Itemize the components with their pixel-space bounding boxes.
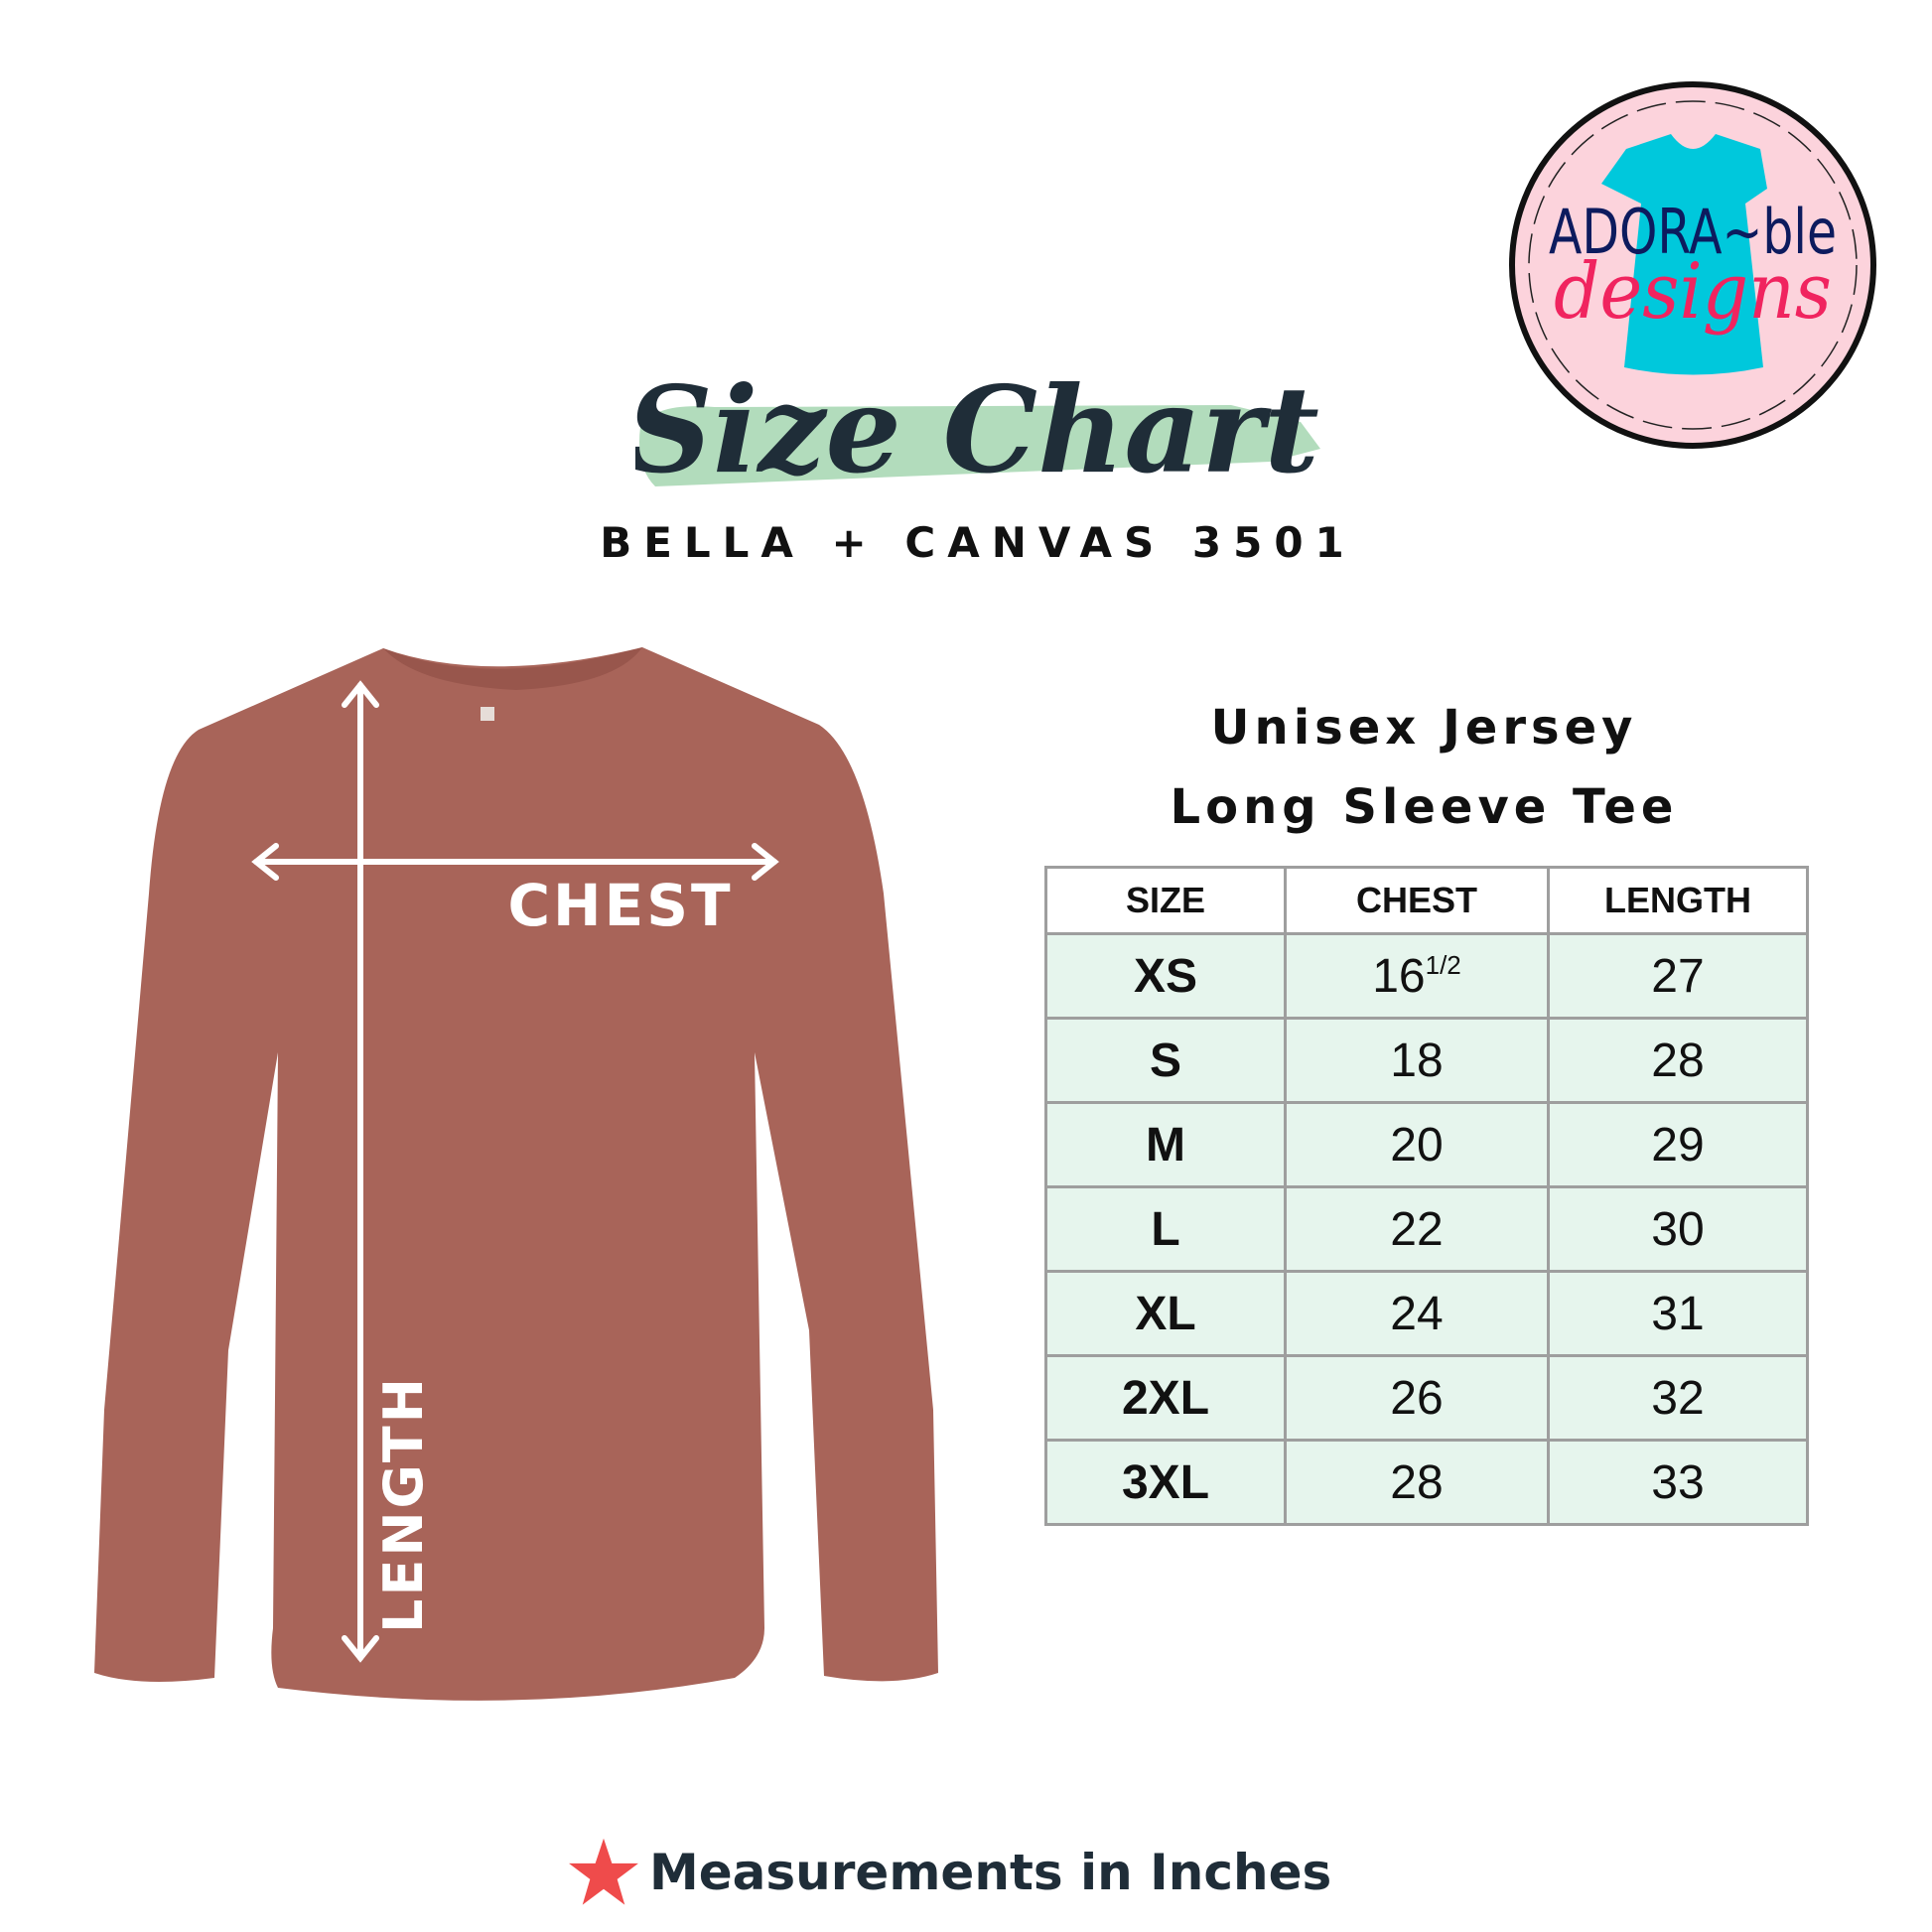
- size-cell: 3XL: [1044, 1439, 1287, 1526]
- product-name-line1: Unisex Jersey: [1210, 700, 1638, 756]
- header-length: LENGTH: [1547, 866, 1809, 935]
- chest-cell: 26: [1284, 1354, 1550, 1442]
- length-cell: 29: [1547, 1101, 1809, 1188]
- chest-cell: 28: [1284, 1439, 1550, 1526]
- page-title: Size Chart: [626, 347, 1320, 506]
- logo-line1: ADORA~ble: [1549, 196, 1837, 268]
- header-chest: CHEST: [1284, 866, 1550, 935]
- table-row: M 20 29: [1044, 1101, 1809, 1188]
- table-header-row: SIZE CHEST LENGTH: [1044, 866, 1809, 935]
- measurement-unit-note: Measurements in Inches: [649, 1844, 1332, 1901]
- product-name-line2: Long Sleeve Tee: [1170, 779, 1679, 835]
- chest-cell: 22: [1284, 1185, 1550, 1273]
- product-model: BELLA + CANVAS 3501: [600, 518, 1356, 567]
- size-cell: S: [1044, 1017, 1287, 1104]
- length-cell: 32: [1547, 1354, 1809, 1442]
- chest-cell: 161/2: [1284, 932, 1550, 1020]
- length-cell: 31: [1547, 1270, 1809, 1357]
- chest-arrow: [251, 843, 779, 881]
- chest-label: CHEST: [507, 872, 733, 939]
- footer-note: Measurements in Inches: [566, 1837, 1331, 1908]
- table-row: 3XL 28 33: [1044, 1439, 1809, 1526]
- size-cell: L: [1044, 1185, 1287, 1273]
- length-cell: 27: [1547, 932, 1809, 1020]
- shirt-illustration: CHEST LENGTH: [94, 647, 938, 1701]
- size-cell: XS: [1044, 932, 1287, 1020]
- table-row: 2XL 26 32: [1044, 1354, 1809, 1442]
- size-cell: XL: [1044, 1270, 1287, 1357]
- length-arrow: [342, 680, 379, 1663]
- brand-logo: ADORA~ble designs: [1509, 81, 1876, 449]
- length-cell: 30: [1547, 1185, 1809, 1273]
- table-row: L 22 30: [1044, 1185, 1809, 1273]
- star-icon: [569, 1838, 638, 1905]
- chest-value: 16: [1372, 949, 1426, 1003]
- length-label: LENGTH: [372, 1375, 435, 1633]
- header-size: SIZE: [1044, 866, 1287, 935]
- chest-cell: 24: [1284, 1270, 1550, 1357]
- table-row: S 18 28: [1044, 1017, 1809, 1104]
- size-cell: M: [1044, 1101, 1287, 1188]
- length-cell: 28: [1547, 1017, 1809, 1104]
- chest-cell: 18: [1284, 1017, 1550, 1104]
- table-row: XS 161/2 27: [1044, 932, 1809, 1020]
- brush-stroke: Size Chart: [626, 360, 1320, 500]
- chest-cell: 20: [1284, 1101, 1550, 1188]
- size-table: SIZE CHEST LENGTH XS 161/2 27 S 18 28 M …: [1044, 866, 1809, 1526]
- table-row: XL 24 31: [1044, 1270, 1809, 1357]
- chest-fraction: 1/2: [1425, 949, 1461, 980]
- logo-line2: designs: [1554, 247, 1832, 337]
- title-text: Size Chart: [635, 360, 1319, 500]
- length-cell: 33: [1547, 1439, 1809, 1526]
- size-cell: 2XL: [1044, 1354, 1287, 1442]
